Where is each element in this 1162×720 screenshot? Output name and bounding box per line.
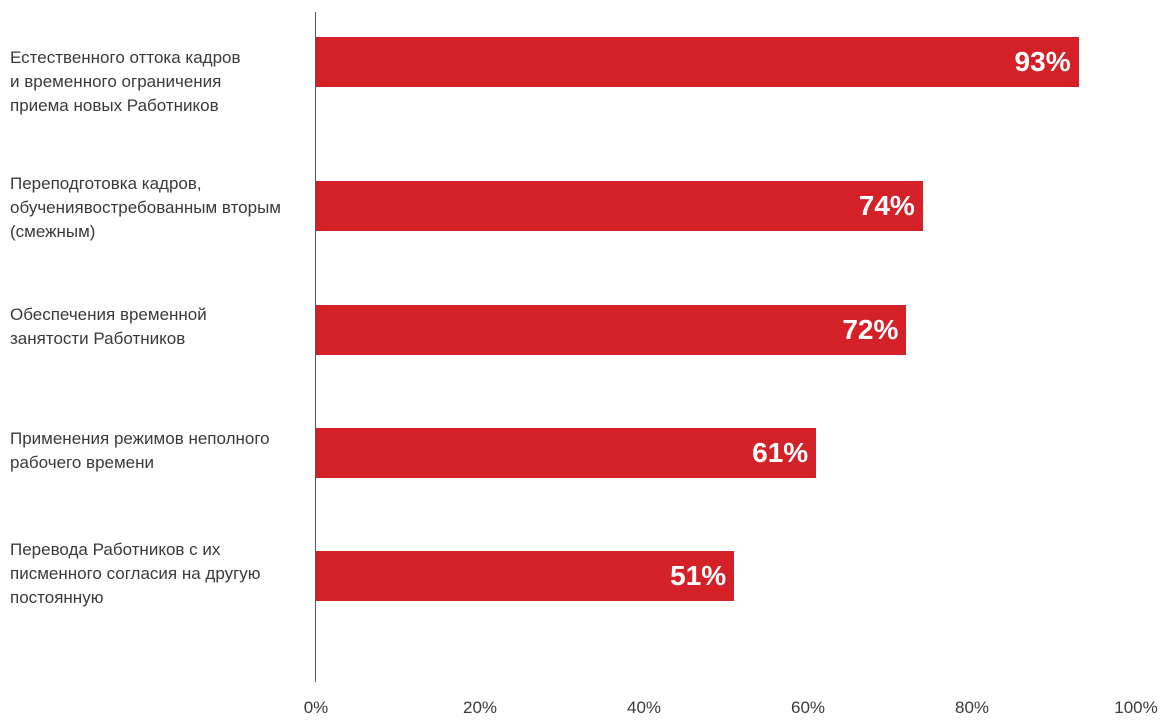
bar [316, 181, 923, 231]
bar [316, 305, 907, 355]
x-tick-label: 20% [462, 698, 498, 717]
bar-value-label: 61% [752, 437, 809, 468]
x-tick-label: 40% [626, 698, 662, 717]
bar [316, 551, 735, 601]
x-tick-label: 60% [790, 698, 826, 717]
category-label: Перевода Работников с их писменного согл… [10, 540, 261, 607]
category-label: Применения режимов неполного рабочего вр… [10, 429, 270, 472]
bar-value-label: 72% [842, 314, 899, 345]
bar-value-label: 93% [1014, 46, 1071, 77]
bar [316, 428, 817, 478]
x-tick-label: 80% [954, 698, 990, 717]
bar [316, 37, 1079, 87]
category-label: Обеспечения временной занятости Работник… [10, 305, 207, 348]
y-axis-line [315, 12, 316, 682]
bar-value-label: 51% [670, 560, 727, 591]
x-tick-label: 100% [1114, 698, 1158, 717]
bar-value-label: 74% [858, 190, 915, 221]
category-label: Естественного оттока кадров и временного… [10, 48, 241, 115]
x-tick-label: 0% [303, 698, 329, 717]
category-label: Переподготовка кадров, обучениявостребов… [10, 174, 281, 241]
